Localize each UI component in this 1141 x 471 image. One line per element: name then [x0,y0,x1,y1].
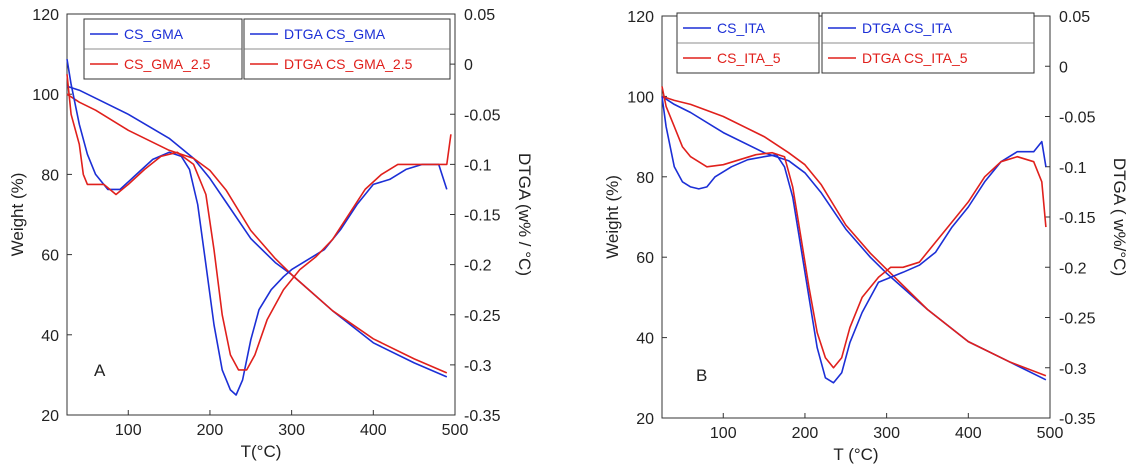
x-axis-label: T(°C) [241,442,282,461]
legend-entry: DTGA CS_GMA_2.5 [284,56,413,72]
x-tick-label: 500 [1037,425,1064,442]
y-tick-label: 100 [32,87,59,104]
legend-entry: CS_GMA_2.5 [124,56,211,72]
legend-dtga: DTGA CS_GMA DTGA CS_GMA_2.5 [243,18,451,80]
series-line-cs-ita [661,95,1047,381]
legend-entry: CS_GMA [124,26,184,42]
y2-tick-label: -0.35 [1059,411,1096,428]
legend-weight: CS_ITA CS_ITA_5 [676,12,820,74]
legend-entry: DTGA CS_ITA [862,20,953,36]
y2-tick-label: -0.3 [464,358,492,375]
series-line-dtga-cs-gma [66,58,448,396]
y2-tick-label: -0.2 [464,258,492,275]
x-tick-label: 400 [360,422,387,439]
y-tick-label: 80 [41,167,59,184]
y2-tick-label: -0.3 [1059,361,1087,378]
y-tick-label: 80 [636,170,654,187]
x-tick-label: 100 [115,422,142,439]
x-tick-label: 200 [792,425,819,442]
y2-tick-label: 0 [1059,59,1068,76]
y2-tick-label: -0.25 [464,308,501,325]
panel-label: A [94,361,106,380]
x-tick-label: 100 [710,425,737,442]
series-line-dtga-cs-ita [661,96,1047,384]
y-tick-label: 40 [636,331,654,348]
y2-tick-label: -0.35 [464,408,501,425]
y2-axis-label: DTGA (w% / °C) [515,153,534,276]
y-axis-label: Weight (%) [603,175,622,259]
y2-axis-label: DTGA ( w%/°C) [1110,158,1129,276]
x-tick-label: 300 [278,422,305,439]
y2-tick-label: -0.05 [464,107,501,124]
series-line-dtga-cs-ita-5 [661,86,1047,369]
y-tick-label: 60 [636,250,654,267]
y2-tick-label: -0.1 [464,157,492,174]
legend-entry: DTGA CS_ITA_5 [862,50,968,66]
y-tick-label: 60 [41,248,59,265]
x-tick-label: 200 [197,422,224,439]
y2-tick-label: -0.15 [464,208,501,225]
y-tick-label: 100 [627,89,654,106]
chart-panel-b: 100 200 300 400 500 20 40 60 80 100 120 -0.35 -0.3 -0… [603,9,1129,464]
series-line-dtga-cs-gma-2-5 [66,74,452,371]
y-tick-label: 20 [636,411,654,428]
x-tick-label: 500 [442,422,469,439]
y2-tick-label: 0 [464,57,473,74]
y-tick-label: 120 [627,9,654,26]
legend-entry: CS_ITA [717,20,766,36]
y-tick-label: 40 [41,328,59,345]
plot-frame [661,15,1051,419]
y-tick-label: 120 [32,7,59,24]
legend-weight: CS_GMA CS_GMA_2.5 [83,18,243,80]
x-axis-label: T (°C) [833,445,878,464]
legend-entry: DTGA CS_GMA [284,26,386,42]
series-line-cs-ita-5 [661,95,1047,377]
legend-dtga: DTGA CS_ITA DTGA CS_ITA_5 [821,12,1035,74]
y2-tick-label: 0.05 [464,7,495,24]
series-line-cs-gma-2-5 [66,93,448,374]
y2-tick-label: -0.25 [1059,311,1096,328]
x-tick-label: 400 [955,425,982,442]
y2-tick-label: -0.2 [1059,260,1087,277]
y2-tick-label: -0.1 [1059,160,1087,177]
series-line-cs-gma [66,85,448,378]
chart-panel-a: 100 200 300 400 500 20 40 60 80 100 120 -0.35 -0.3 -0… [8,7,534,461]
y-tick-label: 20 [41,408,59,425]
y-axis-label: Weight (%) [8,173,27,257]
y2-tick-label: -0.05 [1059,110,1096,127]
y2-tick-label: 0.05 [1059,9,1090,26]
panel-label: B [696,366,707,385]
x-tick-label: 300 [873,425,900,442]
legend-entry: CS_ITA_5 [717,50,781,66]
y2-tick-label: -0.15 [1059,210,1096,227]
